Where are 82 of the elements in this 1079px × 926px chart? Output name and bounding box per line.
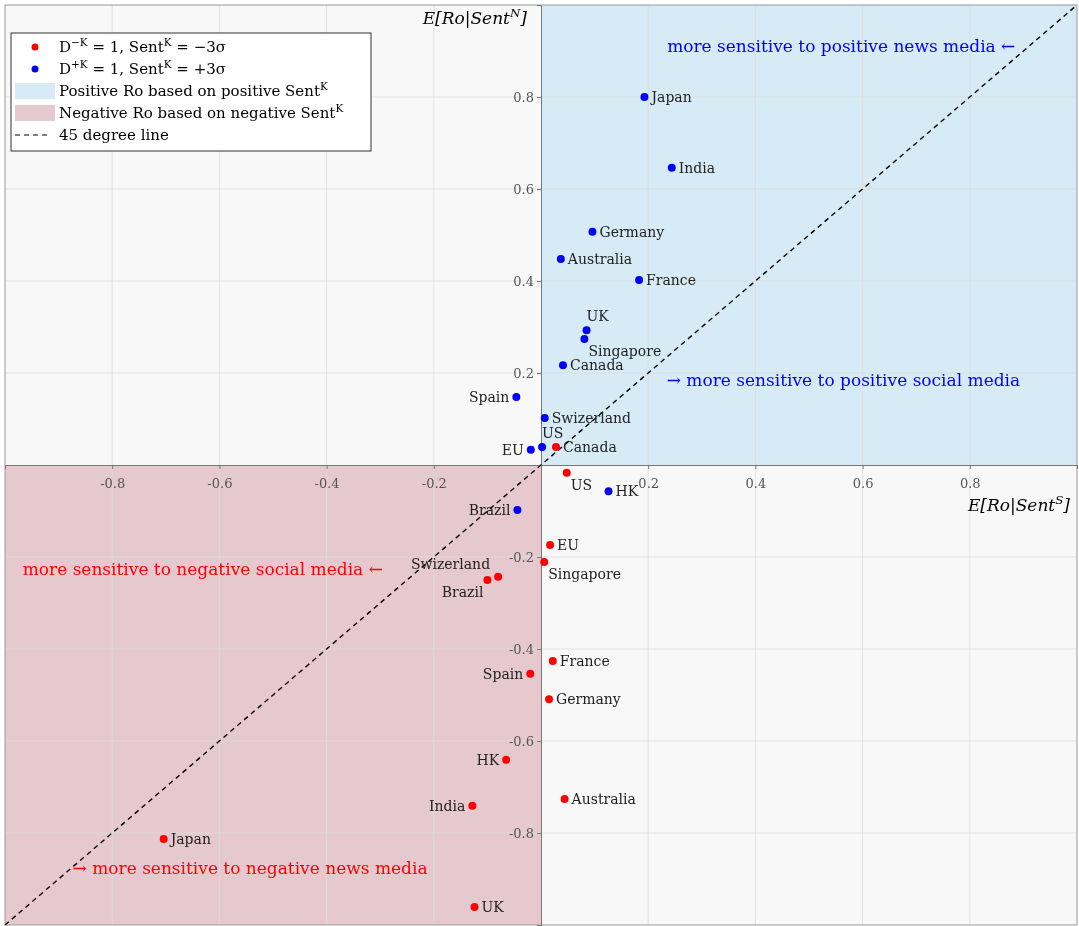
data-label: Singapore [588,342,662,359]
data-label: EU [501,441,524,458]
data-label: Brazil [441,584,484,600]
legend-label: Positive Ro based on positive Sent$^{K}$ [59,80,328,100]
point [588,227,597,236]
data-label: US [542,425,564,442]
point [512,392,521,401]
annotation: → more sensitive to positive social media [666,369,1021,390]
y-tick-label: -0.8 [508,825,534,841]
point [556,254,565,263]
annotation: more sensitive to positive news media ← [667,35,1016,56]
data-label: Canada [563,439,617,456]
data-label: UK [586,308,610,325]
data-label: India [678,159,716,176]
annotation: more sensitive to negative social media ← [22,559,383,580]
data-label: Singapore [548,566,621,583]
point [545,695,554,704]
point [502,755,511,764]
x-axis-title: E[Ro|Sent$^{S}$] [966,493,1071,515]
y-tick-label: 0.6 [513,181,534,197]
y-tick-label: 0.4 [513,273,534,289]
point [468,801,477,810]
data-label: HK [615,483,639,500]
data-label: France [646,272,696,289]
point [546,541,555,550]
data-label: India [429,797,466,814]
point [159,835,168,843]
point [560,794,569,803]
point [548,656,557,665]
point [604,487,613,496]
data-label: Swizerland [410,555,491,572]
data-label: US [570,476,593,493]
point [540,414,549,423]
x-tick-label: -0.2 [421,475,447,491]
point [538,443,547,452]
point [526,669,535,678]
data-label: EU [557,537,580,554]
point [494,572,503,581]
data-label: France [559,652,610,669]
y-tick-label: 0.8 [513,89,534,105]
point [470,903,479,912]
data-label: Australia [566,250,633,267]
x-tick-label: 0.2 [638,475,660,491]
point [635,276,644,285]
data-label: Spain [468,388,510,405]
data-label: Japan [649,89,692,105]
y-axis-title: E[Ro|Sent$^{N}$] [421,6,528,28]
point [562,468,571,477]
x-tick-label: 0.4 [745,475,767,491]
y-tick-label: -0.2 [508,549,534,565]
data-label: HK [476,751,500,768]
x-tick-label: -0.8 [100,475,126,491]
point [552,443,560,452]
data-label: Brazil [468,502,511,519]
x-tick-label: 0.6 [852,475,874,491]
data-label: Spain [482,665,524,682]
legend-label: 45 degree line [59,126,169,144]
y-tick-label: 0.2 [513,365,534,381]
point [640,93,649,101]
legend-label: D$^{+K}$ = 1, Sent$^{K}$ = +3σ [59,58,227,78]
point [513,506,522,515]
point [667,163,676,172]
x-tick-label: -0.6 [207,475,233,491]
point [558,361,567,370]
point [580,334,589,343]
y-tick-label: -0.6 [508,733,534,749]
x-tick-label: -0.4 [314,475,340,491]
point [582,326,591,335]
point [483,576,492,584]
data-label: Japan [168,830,211,847]
data-label: Germany [556,691,621,708]
point [540,558,549,567]
y-tick-label: -0.4 [508,641,534,657]
annotation: → more sensitive to negative news media [72,857,428,878]
x-tick-label: 0.8 [959,475,981,491]
legend-label: D$^{−K}$ = 1, Sent$^{K}$ = −3σ [59,36,227,56]
legend-label: Negative Ro based on negative Sent$^{K}$ [59,102,344,122]
data-label: Swizerland [551,410,631,427]
data-label: Germany [599,223,665,240]
data-label: Australia [570,790,636,807]
point [526,445,535,454]
data-label: UK [481,899,505,916]
